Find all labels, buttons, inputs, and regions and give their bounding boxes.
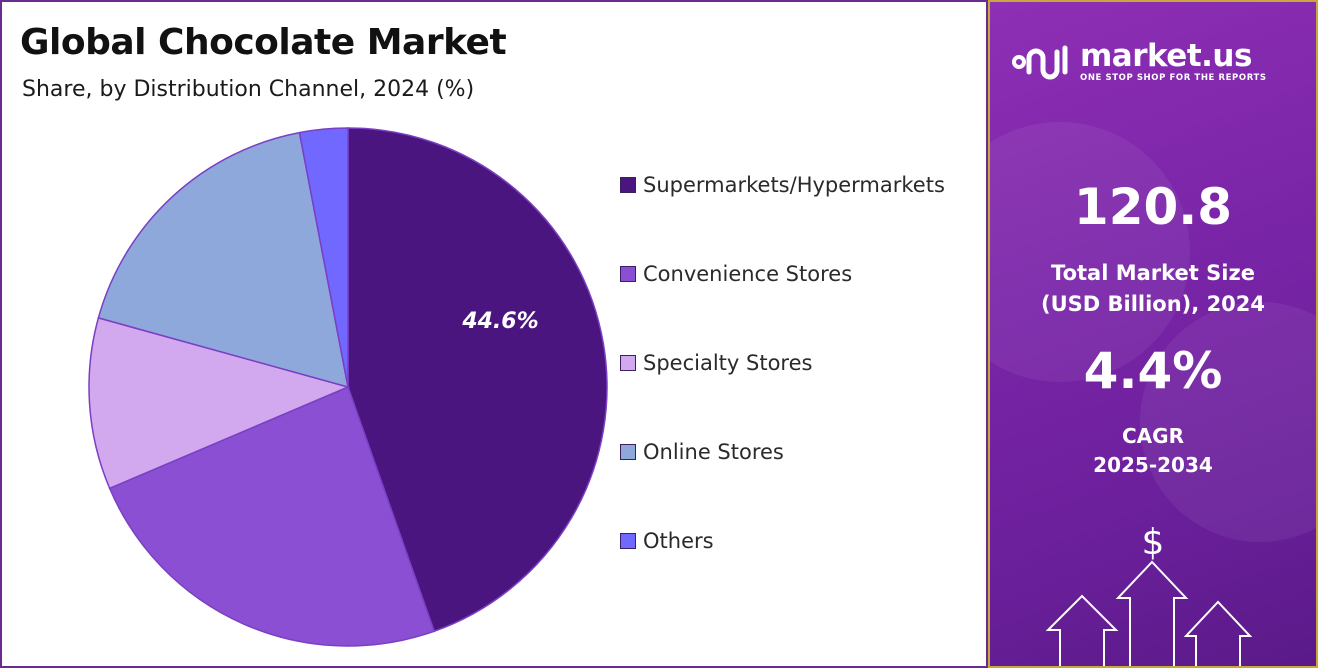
legend-label: Others (643, 529, 714, 553)
chart-subtitle: Share, by Distribution Channel, 2024 (%) (22, 77, 475, 102)
brand-name: market.us (1080, 38, 1252, 74)
market-us-logo-icon (1012, 45, 1068, 80)
cagr-label-line2: 2025-2034 (1093, 453, 1213, 477)
market-size-label: Total Market Size (USD Billion), 2024 (990, 258, 1316, 320)
pie-data-label: 44.6% (461, 309, 538, 334)
pie-slice-supermarkets-hypermarkets (347, 127, 608, 633)
legend-label: Online Stores (643, 440, 784, 464)
legend-item: Supermarkets/Hypermarkets (620, 170, 945, 200)
legend-label: Supermarkets/Hypermarkets (643, 173, 945, 197)
background-decoration (990, 122, 1190, 382)
dollar-icon: $ (1142, 522, 1165, 563)
cagr-label-line1: CAGR (1122, 424, 1184, 448)
pie-slice-specialty-stores (88, 316, 351, 490)
cagr-label: CAGR 2025-2034 (990, 422, 1316, 480)
legend-item: Specialty Stores (620, 348, 812, 378)
legend-label: Convenience Stores (643, 262, 853, 286)
market-size-label-line1: Total Market Size (1051, 261, 1255, 285)
growth-illustration: $ (1045, 522, 1253, 666)
market-size-label-line2: (USD Billion), 2024 (1040, 292, 1266, 316)
legend-swatch (620, 533, 636, 549)
brand-tagline: ONE STOP SHOP FOR THE REPORTS (1080, 73, 1267, 83)
pie-slice-convenience-stores (108, 385, 436, 647)
market-summary-panel: market.us ONE STOP SHOP FOR THE REPORTS … (988, 0, 1318, 668)
market-size-value: 120.8 (1073, 178, 1233, 236)
chart-title: Global Chocolate Market (20, 22, 507, 63)
cagr-value: 4.4% (1083, 342, 1223, 400)
legend-swatch (620, 266, 636, 282)
legend-item: Others (620, 526, 714, 556)
chart-panel: Global Chocolate Market Share, by Distri… (0, 0, 988, 668)
pie-slices (88, 127, 608, 647)
legend-label: Specialty Stores (643, 351, 813, 375)
legend-swatch (620, 444, 636, 460)
pie-slice-online-stores (97, 131, 349, 389)
pie-slice-others (298, 127, 349, 388)
up-arrow-icon (1045, 560, 1253, 666)
legend-item: Online Stores (620, 437, 784, 467)
legend-item: Convenience Stores (620, 259, 852, 289)
brand-logo: market.us ONE STOP SHOP FOR THE REPORTS (1012, 40, 1267, 84)
legend-swatch (620, 177, 636, 193)
pie-chart: 44.6% (88, 127, 608, 647)
pie-data-labels: 44.6% (461, 309, 538, 334)
legend-swatch (620, 355, 636, 371)
